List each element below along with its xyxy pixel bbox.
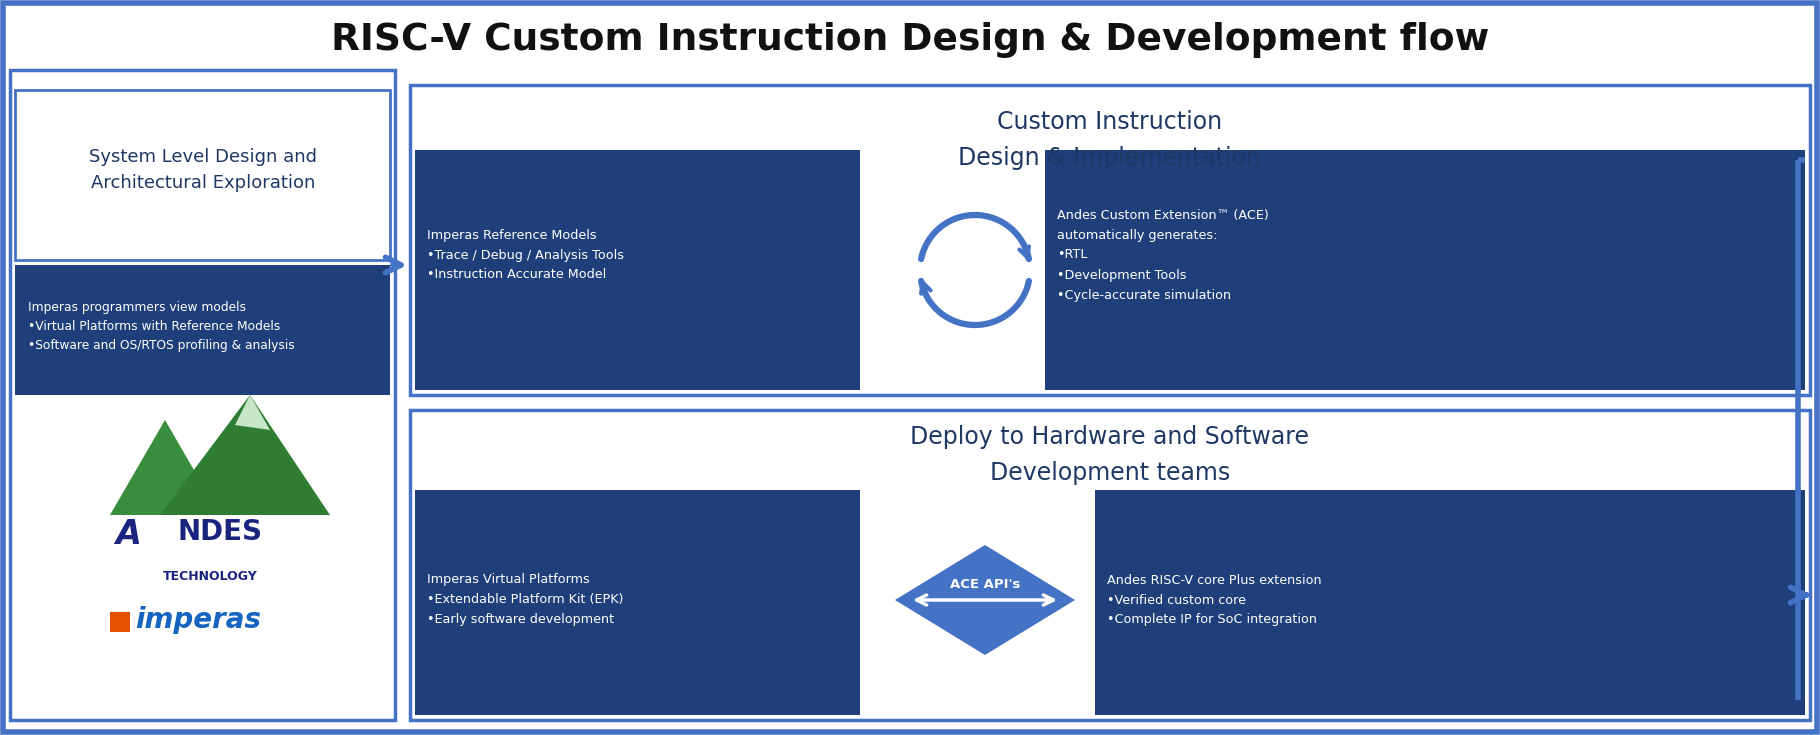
- Text: Imperas Reference Models
•Trace / Debug / Analysis Tools
•Instruction Accurate M: Imperas Reference Models •Trace / Debug …: [428, 229, 624, 282]
- FancyBboxPatch shape: [1096, 490, 1805, 715]
- FancyBboxPatch shape: [9, 70, 395, 720]
- Text: System Level Design and
Architectural Exploration: System Level Design and Architectural Ex…: [89, 148, 317, 192]
- Text: NDES: NDES: [178, 518, 264, 546]
- FancyBboxPatch shape: [4, 3, 1816, 732]
- Polygon shape: [109, 420, 220, 515]
- FancyBboxPatch shape: [410, 410, 1811, 720]
- Polygon shape: [160, 395, 329, 515]
- Text: Andes Custom Extension™ (ACE)
automatically generates:
•RTL
•Development Tools
•: Andes Custom Extension™ (ACE) automatica…: [1057, 209, 1269, 301]
- Text: TECHNOLOGY: TECHNOLOGY: [162, 570, 257, 583]
- Text: Custom Instruction
Design & Implementation: Custom Instruction Design & Implementati…: [959, 110, 1261, 170]
- FancyBboxPatch shape: [15, 265, 389, 395]
- Text: imperas: imperas: [135, 606, 260, 634]
- Text: Imperas programmers view models
•Virtual Platforms with Reference Models
•Softwa: Imperas programmers view models •Virtual…: [27, 301, 295, 353]
- FancyBboxPatch shape: [410, 85, 1811, 395]
- FancyBboxPatch shape: [415, 490, 861, 715]
- FancyBboxPatch shape: [1045, 150, 1805, 390]
- Text: ACE API's: ACE API's: [950, 578, 1021, 592]
- Text: A: A: [115, 518, 140, 551]
- Text: RISC-V Custom Instruction Design & Development flow: RISC-V Custom Instruction Design & Devel…: [331, 22, 1489, 58]
- Text: Deploy to Hardware and Software
Development teams: Deploy to Hardware and Software Developm…: [910, 426, 1310, 484]
- Text: Imperas Virtual Platforms
•Extendable Platform Kit (EPK)
•Early software develop: Imperas Virtual Platforms •Extendable Pl…: [428, 573, 624, 626]
- Polygon shape: [235, 395, 269, 430]
- Text: Andes RISC-V core Plus extension
•Verified custom core
•Complete IP for SoC inte: Andes RISC-V core Plus extension •Verifi…: [1107, 573, 1321, 626]
- Polygon shape: [895, 545, 1076, 655]
- FancyBboxPatch shape: [15, 90, 389, 260]
- FancyBboxPatch shape: [415, 150, 861, 390]
- FancyBboxPatch shape: [109, 612, 129, 632]
